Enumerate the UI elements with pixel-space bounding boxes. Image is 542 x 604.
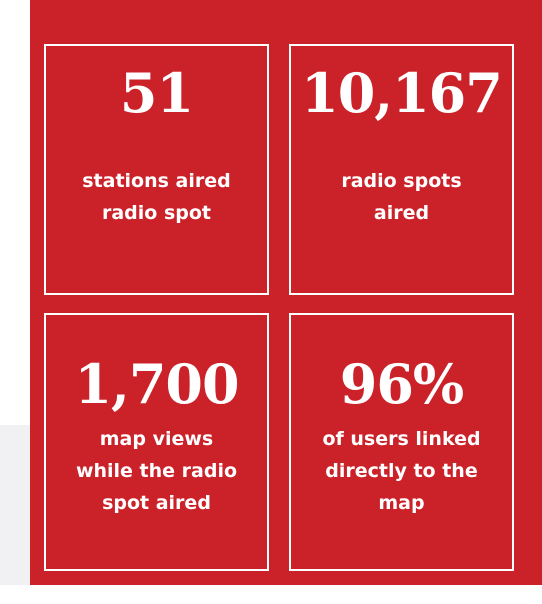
stat-value: 96%: [339, 352, 464, 416]
label-line: map views: [99, 428, 214, 450]
stat-card: 51 stations aired radio spot: [44, 44, 269, 295]
label-line: radio spot: [101, 202, 212, 224]
label-line: map: [378, 492, 425, 514]
background-strip: [0, 425, 30, 585]
label-line: of users linked: [322, 428, 481, 450]
label-line: stations aired: [82, 170, 231, 192]
stat-value: 10,167: [301, 61, 503, 125]
stat-card: 96% of users linked directly to the map: [289, 313, 514, 571]
label-line: spot aired: [102, 492, 211, 514]
label-line: directly to the: [325, 460, 478, 482]
label-line: radio spots: [341, 170, 462, 192]
stat-label: radio spots aired: [291, 165, 512, 229]
label-line: while the radio: [75, 460, 238, 482]
stat-label: stations aired radio spot: [46, 165, 267, 229]
stat-value: 1,700: [74, 352, 239, 416]
label-line: aired: [373, 202, 430, 224]
stat-label: map views while the radio spot aired: [46, 423, 267, 519]
stat-value: 51: [119, 61, 194, 125]
stats-panel: [30, 0, 542, 585]
stat-label: of users linked directly to the map: [291, 423, 512, 519]
stat-card: 10,167 radio spots aired: [289, 44, 514, 295]
stat-card: 1,700 map views while the radio spot air…: [44, 313, 269, 571]
